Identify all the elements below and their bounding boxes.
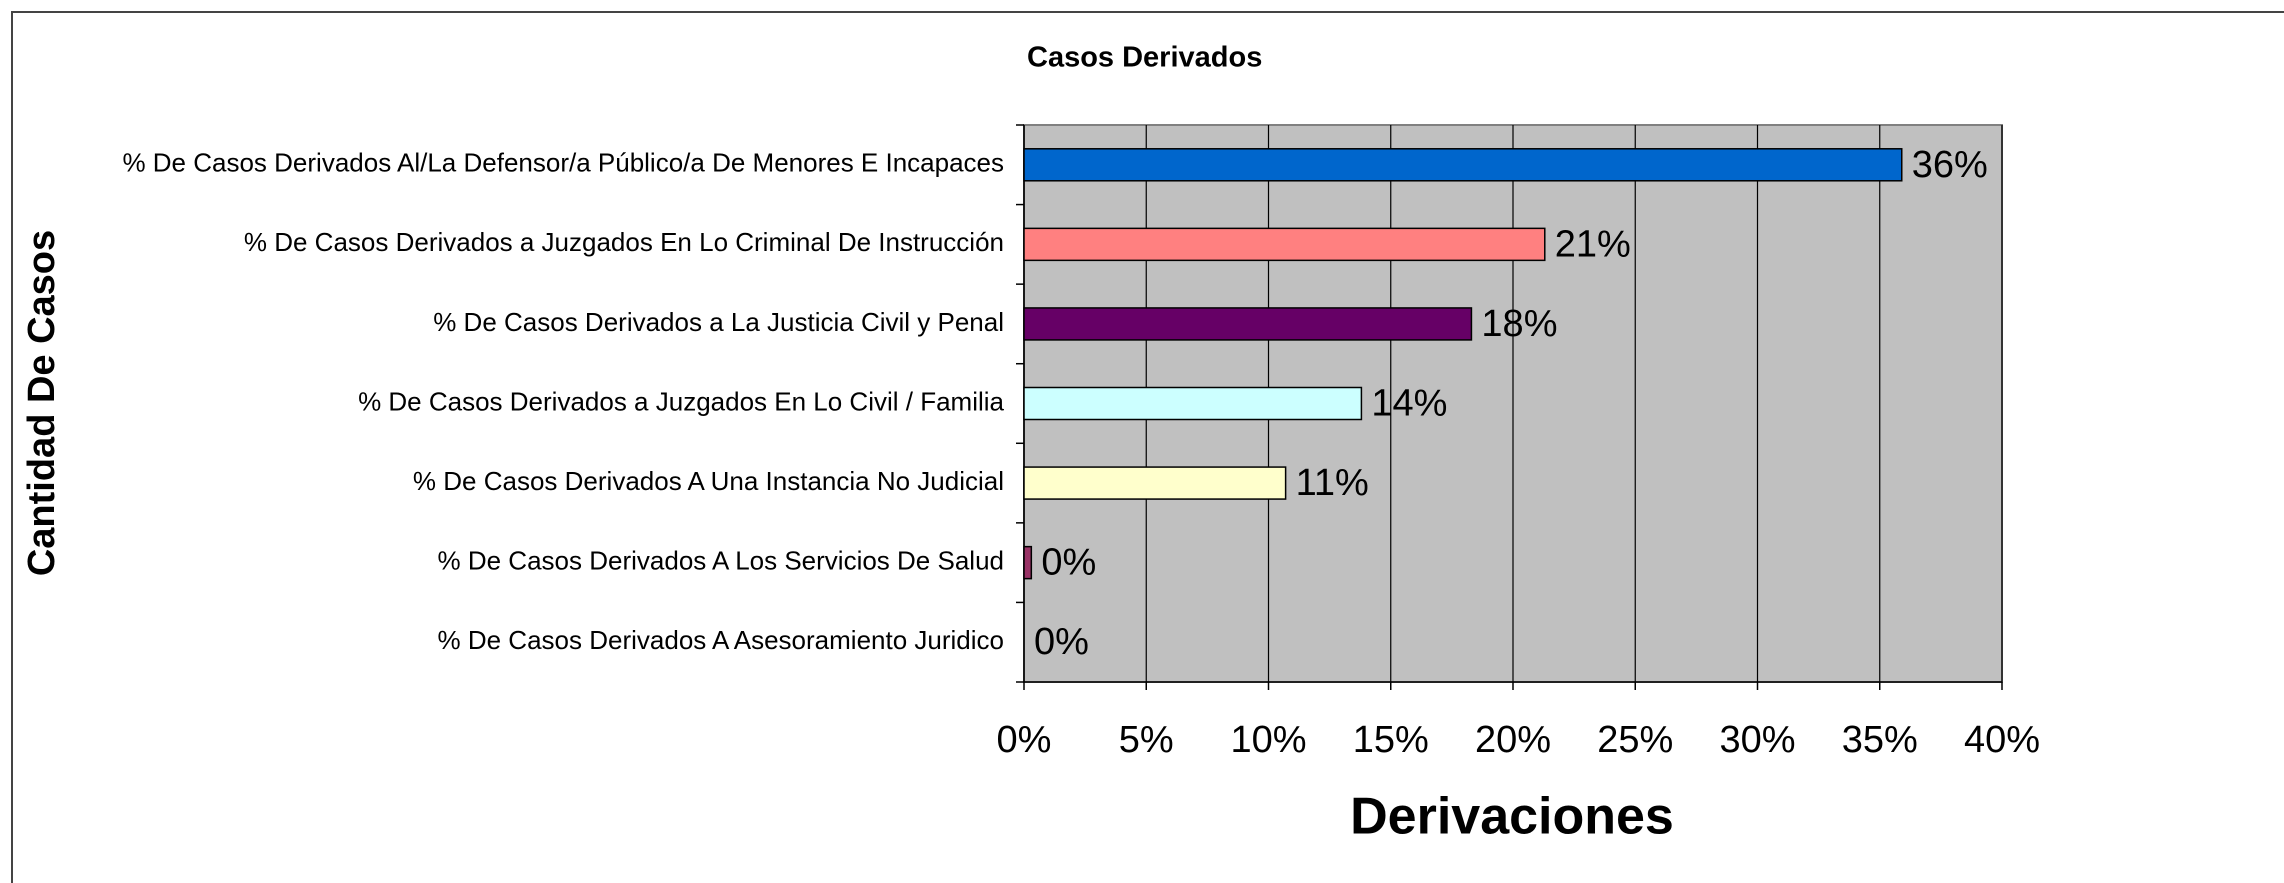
x-axis-label: Derivaciones xyxy=(1350,788,1674,846)
x-tick-label: 25% xyxy=(1597,719,1673,761)
x-tick-label: 30% xyxy=(1719,719,1795,761)
y-tick-label: % De Casos Derivados Al/La Defensor/a Pú… xyxy=(122,148,1004,178)
y-tick-label: % De Casos Derivados A Asesoramiento Jur… xyxy=(438,625,1005,655)
y-tick-label: % De Casos Derivados A Los Servicios De … xyxy=(438,546,1005,576)
bar xyxy=(1023,307,1473,341)
value-label: 14% xyxy=(1371,383,1447,425)
value-label: 0% xyxy=(1041,542,1096,584)
chart-title: Casos Derivados xyxy=(1027,42,1262,74)
y-tick-label: % De Casos Derivados a Juzgados En Lo Ci… xyxy=(358,386,1004,416)
value-label: 11% xyxy=(1296,462,1369,504)
x-tick-label: 35% xyxy=(1842,719,1918,761)
bar xyxy=(1023,386,1363,421)
value-label: 18% xyxy=(1481,303,1557,345)
value-label: 21% xyxy=(1555,223,1631,265)
value-label: 36% xyxy=(1912,144,1988,186)
x-tick-label: 10% xyxy=(1230,719,1306,761)
value-label: 0% xyxy=(1034,621,1089,663)
y-axis-label: Cantidad De Casos xyxy=(21,230,63,576)
y-tick-label: % De Casos Derivados a Juzgados En Lo Cr… xyxy=(244,227,1004,257)
x-tick-label: 40% xyxy=(1964,719,2040,761)
bar xyxy=(1023,227,1546,262)
x-tick-label: 15% xyxy=(1353,719,1429,761)
x-tick-label: 0% xyxy=(997,719,1052,761)
x-tick-label: 20% xyxy=(1475,719,1551,761)
bar xyxy=(1023,148,1903,182)
y-tick-label: % De Casos Derivados a La Justicia Civil… xyxy=(433,307,1004,337)
x-tick-label: 5% xyxy=(1119,719,1174,761)
y-tick-label: % De Casos Derivados A Una Instancia No … xyxy=(413,466,1004,496)
bar xyxy=(1023,466,1287,500)
bar xyxy=(1023,545,1033,580)
